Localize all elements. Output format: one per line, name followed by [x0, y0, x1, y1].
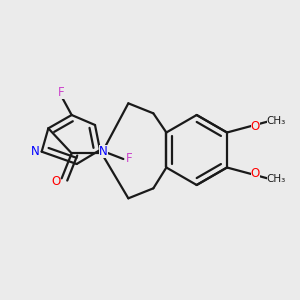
Text: CH₃: CH₃: [266, 174, 286, 184]
Text: O: O: [251, 167, 260, 181]
Text: N: N: [99, 145, 108, 158]
Text: CH₃: CH₃: [266, 116, 286, 126]
Text: F: F: [58, 86, 65, 99]
Text: O: O: [251, 119, 260, 133]
Text: F: F: [126, 152, 133, 166]
Text: N: N: [31, 145, 40, 158]
Text: O: O: [51, 175, 60, 188]
